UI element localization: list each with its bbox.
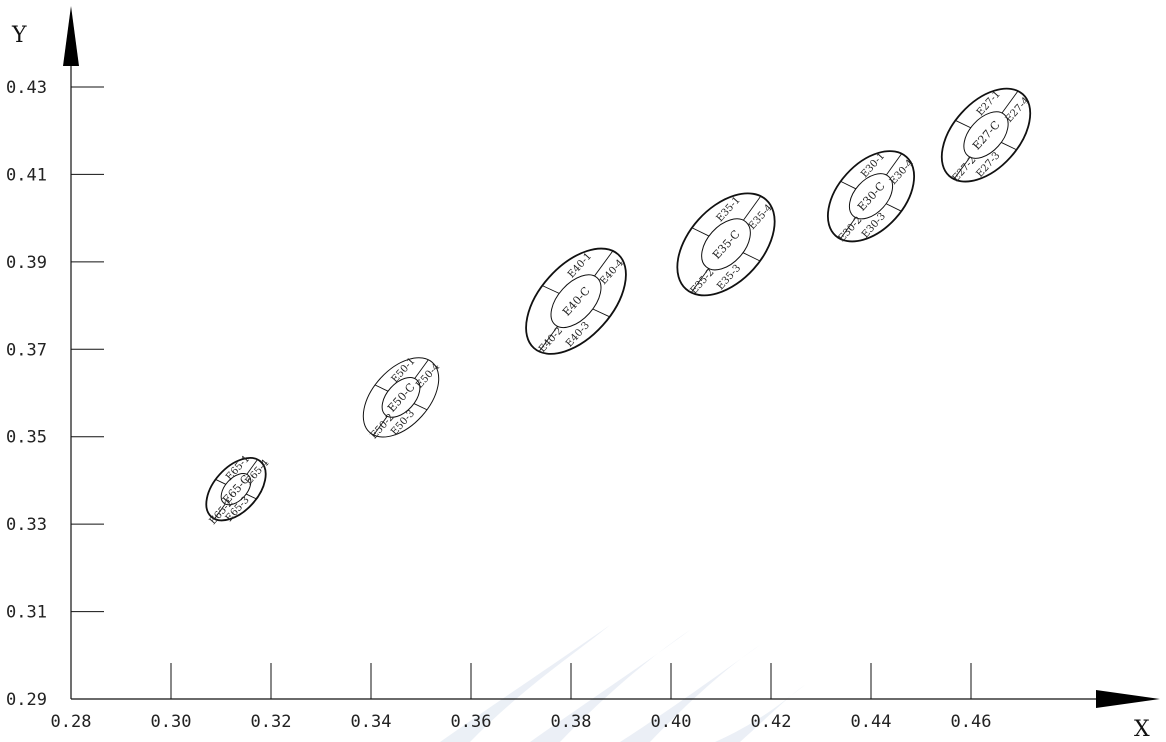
zone-label: E35-4 [747, 202, 775, 231]
y-tick-label: 0.33 [6, 515, 47, 535]
x-tick-label: 0.32 [251, 712, 292, 732]
x-tick-label: 0.38 [551, 712, 592, 732]
x-tick-label: 0.42 [751, 712, 792, 732]
zone-divider [691, 227, 710, 237]
zone-divider [1001, 90, 1019, 114]
zone-divider [592, 308, 610, 318]
zone-label: E35-1 [715, 195, 743, 224]
zone-label: E40-1 [566, 251, 594, 280]
zone-label: E35-2 [689, 267, 717, 296]
x-tick-label: 0.36 [451, 712, 492, 732]
zone-divider [839, 217, 857, 240]
y-axis-arrow [63, 6, 79, 66]
inner-ellipse [220, 473, 252, 506]
zone-label: E40-2 [537, 325, 565, 354]
center-label: E35-C [710, 228, 743, 262]
zone-divider [542, 285, 560, 294]
outer-ellipse [525, 247, 627, 355]
zone-divider [215, 479, 226, 485]
x-axis-title: X [1134, 717, 1150, 742]
zone-divider [594, 250, 614, 277]
watermark-logo [440, 625, 805, 742]
x-axis-arrow [1096, 690, 1160, 708]
outer-ellipse [940, 87, 1032, 183]
outer-ellipse [826, 150, 916, 243]
y-tick-label: 0.43 [6, 78, 47, 98]
zone-divider [246, 493, 257, 500]
y-tick-label: 0.37 [6, 340, 47, 360]
inner-ellipse [848, 173, 894, 220]
x-tick-label: 0.28 [51, 712, 92, 732]
zone-divider [953, 156, 971, 180]
y-axis-title: Y [11, 23, 27, 48]
zone-label: E50-1 [390, 356, 418, 385]
inner-ellipse [963, 111, 1009, 159]
center-label: E40-C [560, 284, 593, 318]
zone-divider [413, 403, 428, 411]
x-tick-label: 0.44 [851, 712, 892, 732]
x-tick-label: 0.30 [151, 712, 192, 732]
zone-divider [1001, 142, 1017, 151]
zone-divider [885, 203, 902, 212]
outer-ellipse [205, 457, 267, 522]
zone-divider [246, 459, 258, 475]
zone-divider [742, 252, 761, 262]
center-label: E50-C [385, 381, 418, 415]
zone-divider [885, 153, 903, 176]
y-tick-label: 0.31 [6, 603, 47, 623]
zone-divider [538, 326, 558, 352]
zone-divider [840, 180, 857, 190]
y-tick-label: 0.29 [6, 690, 47, 710]
y-ticks: 0.29 0.31 0.33 0.35 0.37 0.39 0.41 0.43 [6, 78, 104, 710]
y-tick-label: 0.41 [6, 165, 47, 185]
zone-divider [374, 384, 389, 392]
outer-ellipse [676, 192, 776, 297]
zone-divider [690, 268, 709, 293]
inner-ellipse [381, 377, 421, 418]
zone-divider [414, 359, 429, 379]
x-tick-label: 0.34 [351, 712, 392, 732]
zone-divider [214, 503, 226, 520]
zone-label: E30-4 [888, 158, 916, 187]
zone-divider [955, 120, 971, 129]
y-tick-label: 0.39 [6, 253, 47, 273]
inner-ellipse [701, 218, 751, 271]
x-ticks: 0.28 0.30 0.32 0.34 0.36 0.38 0.40 0.42 0.44 0.46 [51, 663, 992, 732]
x-tick-label: 0.40 [651, 712, 692, 732]
zone-label: E27-4 [1004, 95, 1032, 124]
zone-divider [743, 195, 762, 221]
zone-divider [373, 415, 388, 436]
zone-label: E40-4 [598, 258, 626, 287]
x-tick-label: 0.46 [951, 712, 992, 732]
y-tick-label: 0.35 [6, 428, 47, 448]
inner-ellipse [550, 274, 602, 329]
